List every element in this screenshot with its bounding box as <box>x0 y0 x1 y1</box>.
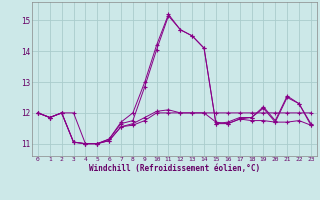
X-axis label: Windchill (Refroidissement éolien,°C): Windchill (Refroidissement éolien,°C) <box>89 164 260 173</box>
